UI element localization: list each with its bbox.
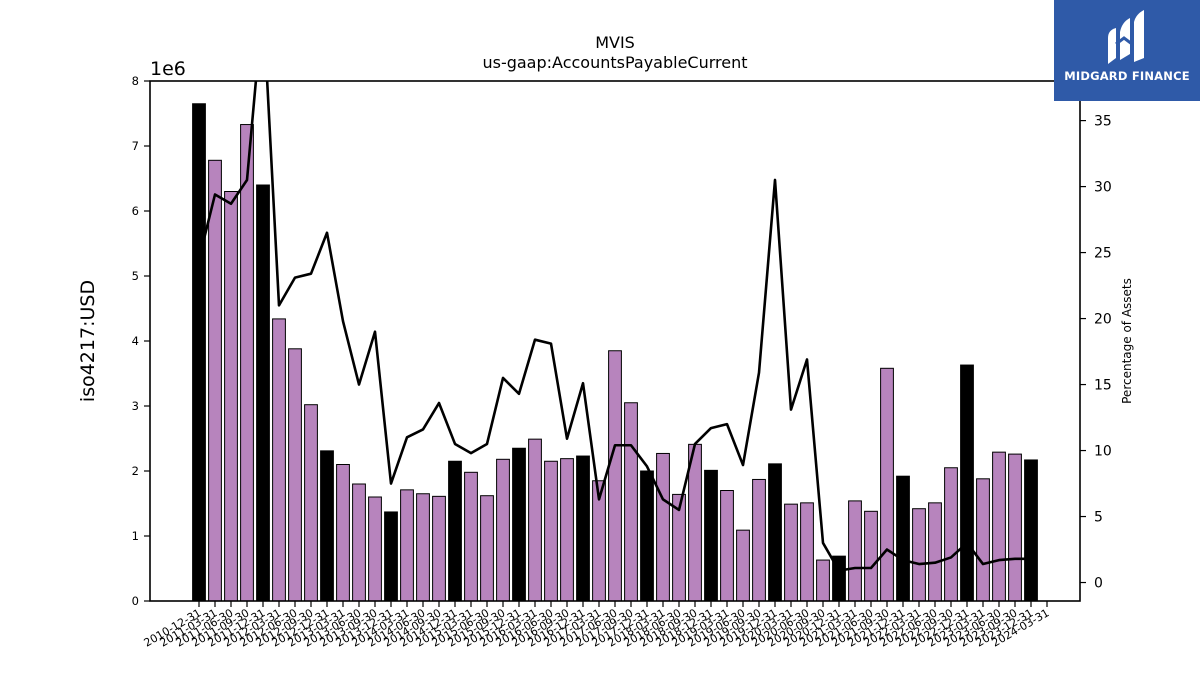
y2-tick-label: 15 (1094, 378, 1112, 394)
percentage-of-assets-line (197, 81, 1031, 572)
bar-2022-12-31 (960, 364, 974, 602)
bar-2011-12-31 (256, 184, 270, 602)
bar-2016-03-31 (528, 438, 542, 602)
midgard-logo-icon (1108, 10, 1144, 64)
y2-tick-label: 30 (1094, 180, 1112, 196)
y2-tick-label: 0 (1094, 576, 1103, 592)
bar-2022-06-30 (928, 502, 942, 602)
bar-2022-09-30 (944, 467, 958, 602)
bar-2014-09-30 (432, 495, 446, 602)
y-axis-label: iso4217:USD (77, 280, 99, 402)
bar-2021-03-31 (848, 500, 862, 602)
y-tick-label: 6 (132, 204, 139, 218)
bar-2021-12-31 (896, 475, 910, 602)
bar-2013-06-30 (352, 483, 366, 602)
bar-2022-03-31 (912, 508, 926, 602)
y-tick-label: 7 (132, 139, 139, 153)
y2-tick-label: 35 (1094, 114, 1112, 130)
bar-2016-09-30 (560, 458, 574, 602)
bar-2015-03-31 (464, 471, 478, 602)
y-tick-label: 4 (132, 334, 139, 348)
bar-2023-06-30 (992, 451, 1006, 602)
y-tick-label: 5 (132, 269, 139, 283)
chart-subtitle: us-gaap:AccountsPayableCurrent (482, 53, 747, 72)
bar-2014-06-30 (416, 493, 430, 602)
bar-2023-12-31 (1024, 459, 1038, 602)
bar-2013-09-30 (368, 496, 382, 602)
bar-2019-09-30 (752, 478, 766, 602)
bar-2014-12-31 (448, 460, 462, 602)
bar-2014-03-31 (400, 489, 414, 602)
bar-2021-06-30 (864, 510, 878, 602)
y2-tick-label: 25 (1094, 246, 1112, 262)
secondary-y-axis-ticks: 0 5 10 15 20 25 30 35 (1080, 114, 1112, 592)
bar-2013-12-31 (384, 511, 398, 602)
bar-2016-12-31 (576, 455, 590, 602)
bar-2016-06-30 (544, 460, 558, 602)
bar-2020-06-30 (800, 502, 814, 602)
bar-2018-03-31 (656, 452, 670, 602)
bar-2020-03-31 (784, 503, 798, 602)
bar-2011-06-30 (224, 191, 238, 602)
y-tick-label: 3 (132, 399, 139, 413)
bar-2023-03-31 (976, 478, 990, 602)
y2-tick-label: 20 (1094, 312, 1112, 328)
bar-series (192, 103, 1038, 602)
bar-2017-06-30 (608, 350, 622, 602)
bar-2015-06-30 (480, 495, 494, 602)
bar-2017-09-30 (624, 402, 638, 602)
secondary-y-axis-label: Percentage of Assets (1120, 278, 1134, 404)
bar-2010-12-31 (192, 103, 206, 602)
line-series (197, 81, 1031, 572)
bar-2015-12-31 (512, 447, 526, 602)
y-tick-label: 2 (132, 464, 139, 478)
bar-2015-09-30 (496, 458, 510, 602)
bar-2020-09-30 (816, 559, 830, 602)
bar-2012-03-31 (272, 318, 286, 602)
bar-2011-09-30 (240, 124, 254, 602)
y-axis-offset-label: 1e6 (150, 58, 186, 80)
x-axis-ticks: 2010-12-312011-03-312011-06-302011-09-30… (142, 601, 1052, 650)
bar-2012-12-31 (320, 450, 334, 602)
bar-2011-03-31 (208, 159, 222, 602)
bar-2023-09-30 (1008, 453, 1022, 602)
y-tick-label: 0 (132, 594, 139, 608)
midgard-finance-logo: MIDGARD FINANCE (1054, 0, 1200, 101)
y2-tick-label: 10 (1094, 444, 1112, 460)
bar-2019-12-31 (768, 463, 782, 602)
bar-2012-06-30 (288, 348, 302, 602)
y-tick-label: 8 (132, 74, 139, 88)
bar-2017-12-31 (640, 470, 654, 602)
bar-2019-06-30 (736, 529, 750, 602)
bar-2018-12-31 (704, 469, 718, 602)
y-tick-label: 1 (132, 529, 139, 543)
bar-2013-03-31 (336, 464, 350, 602)
y2-tick-label: 5 (1094, 510, 1103, 526)
bar-2019-03-31 (720, 490, 734, 602)
chart-title: MVIS (595, 33, 635, 52)
bar-2021-09-30 (880, 367, 894, 602)
logo-text: MIDGARD FINANCE (1064, 69, 1190, 83)
y-axis-ticks: 0 1 2 3 4 5 6 7 8 (132, 74, 150, 608)
bar-2012-09-30 (304, 404, 318, 602)
